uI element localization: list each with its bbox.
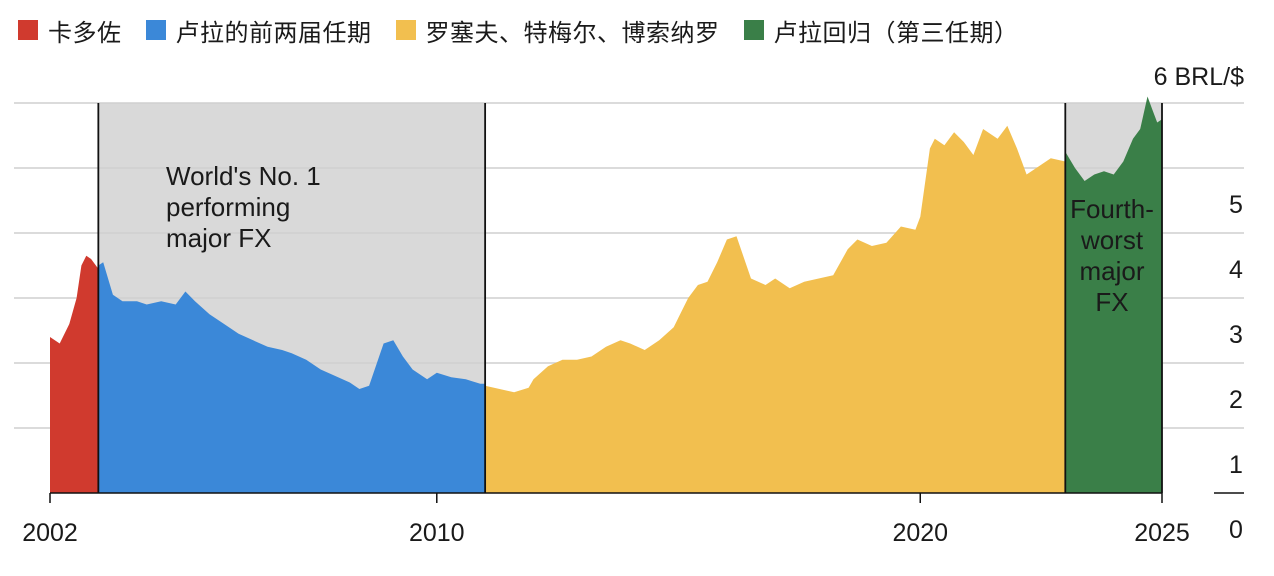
annotation-line: performing [166, 192, 290, 222]
x-tick-label: 2020 [892, 519, 948, 547]
series-areas [50, 96, 1162, 494]
x-tick-label: 2010 [409, 519, 465, 547]
annotation-line: Fourth- [1070, 194, 1154, 224]
legend-swatch [18, 20, 38, 40]
series-area [1065, 96, 1162, 493]
legend-label: 卢拉回归（第三任期） [773, 18, 1019, 47]
legend-label: 罗塞夫、特梅尔、博索纳罗 [425, 18, 720, 47]
legend-item-lula-first-terms: 卢拉的前两届任期 [145, 13, 372, 48]
y-tick-label: 4 [1229, 256, 1243, 284]
annotation-line: major [1079, 256, 1144, 286]
annotation-line: FX [1095, 287, 1128, 317]
series-area [485, 125, 1066, 494]
legend-swatch [395, 20, 416, 40]
period-boundaries [97, 103, 1163, 493]
x-tick-label: 2025 [1134, 519, 1190, 547]
annotation-line: World's No. 1 [166, 161, 321, 191]
legend-item-lula-return: 卢拉回归（第三任期） [743, 13, 1019, 48]
y-tick-label: 1 [1229, 451, 1243, 479]
legend-swatch [145, 20, 166, 40]
y-tick-label: 0 [1229, 516, 1243, 544]
series-area [50, 255, 99, 493]
legend-label: 卢拉的前两届任期 [175, 18, 372, 47]
legend-item-cardoso: 卡多佐 [18, 13, 122, 48]
legend-label: 卡多佐 [48, 18, 122, 47]
y-tick-label: 3 [1229, 321, 1243, 349]
y-tick-label: 2 [1229, 386, 1243, 414]
legend-item-rousseff-temer-bolsonaro: 罗塞夫、特梅尔、博索纳罗 [395, 13, 720, 48]
y-tick-label: 5 [1229, 191, 1243, 219]
y-unit-label: 6 BRL/$ [1154, 63, 1244, 91]
annotation-line: major FX [166, 223, 271, 253]
series-area [98, 262, 486, 493]
x-tick-label: 2002 [22, 519, 78, 547]
annotation-line: worst [1080, 225, 1144, 255]
legend-swatch [743, 20, 764, 40]
axes: 2002 2010 2020 2025 5 4 3 2 1 0 6 BRL/$ [22, 63, 1244, 547]
legend: 卡多佐 卢拉的前两届任期 罗塞夫、特梅尔、博索纳罗 卢拉回归（第三任期） [18, 13, 1043, 48]
